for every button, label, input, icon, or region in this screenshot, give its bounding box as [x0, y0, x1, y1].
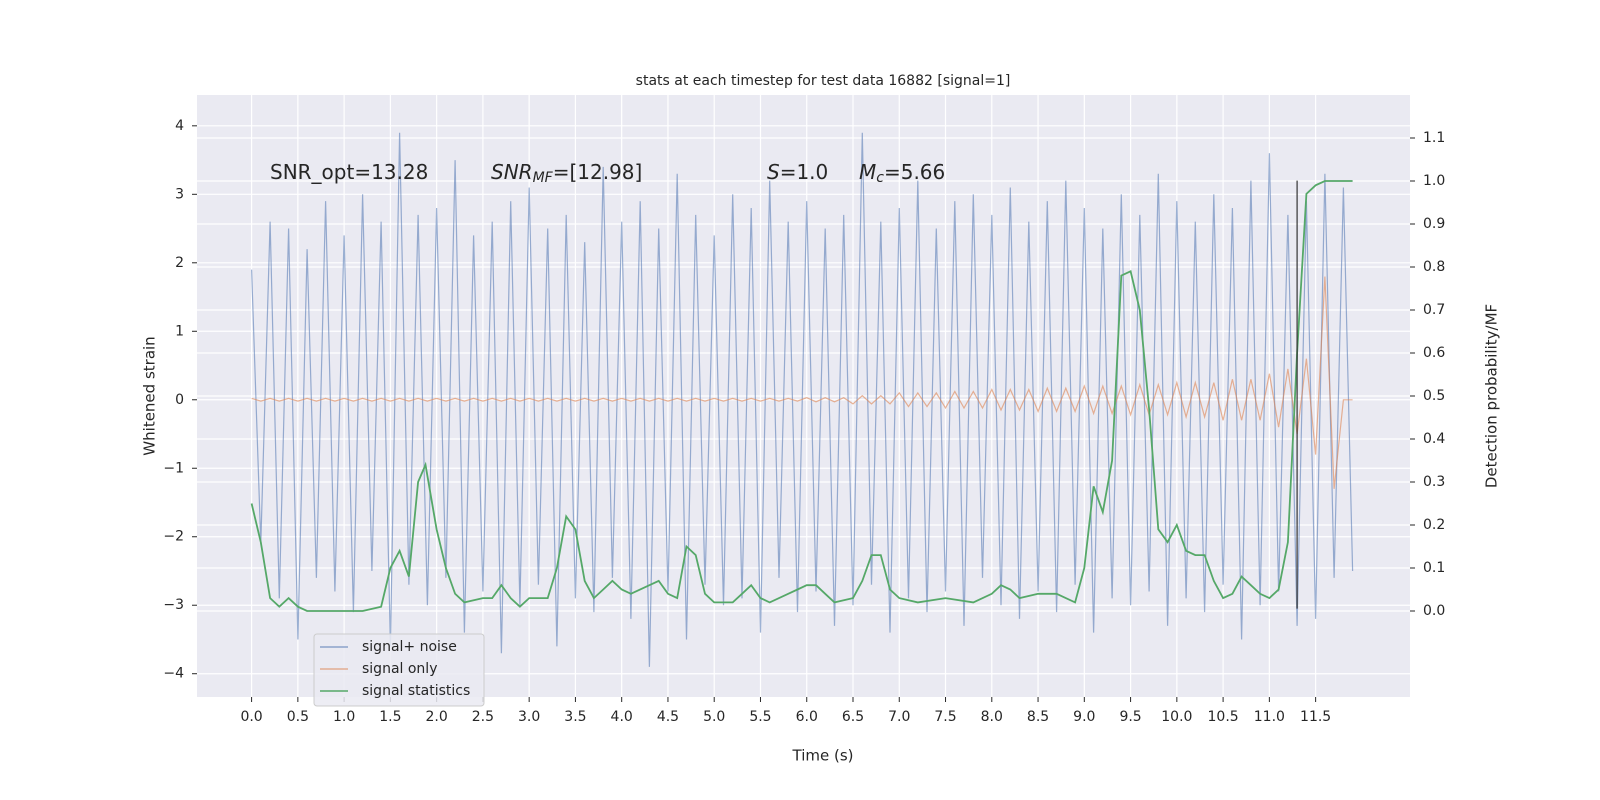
y2-tick-label: 0.3: [1423, 474, 1445, 490]
annotation: Mc=5.66: [859, 160, 945, 187]
y2-tick-label: 0.0: [1423, 603, 1445, 619]
annotation-part: =5.66: [884, 160, 945, 184]
x-tick-label: 0.0: [240, 709, 262, 725]
x-tick-label: 6.5: [842, 709, 864, 725]
x-tick-label: 8.0: [981, 709, 1003, 725]
annotation-part: c: [876, 170, 884, 186]
annotation: S=1.0: [767, 160, 828, 184]
legend-label: signal only: [362, 661, 437, 677]
x-tick-label: 5.0: [703, 709, 725, 725]
y-tick-label: 4: [175, 118, 184, 134]
annotation-part: S: [767, 160, 780, 184]
y-tick-label: −1: [163, 460, 184, 476]
legend-label: signal statistics: [362, 683, 470, 699]
annotation-part: SNR: [491, 160, 533, 184]
y-tick-label: −4: [163, 666, 184, 682]
y2-tick-label: 0.6: [1423, 345, 1445, 361]
x-tick-label: 7.0: [888, 709, 910, 725]
annotation-part: =1.0: [780, 160, 829, 184]
y2-tick-label: 0.9: [1423, 216, 1445, 232]
y2-axis-label: Detection probability/MF: [1483, 304, 1501, 488]
legend-label: signal+ noise: [362, 639, 457, 655]
x-tick-label: 11.0: [1254, 709, 1285, 725]
series-line: [250, 180, 1353, 612]
y-tick-label: −3: [163, 597, 184, 613]
annotation-part: MF: [533, 170, 554, 186]
y2-tick-label: 0.8: [1423, 259, 1445, 275]
chart-title: stats at each timestep for test data 168…: [636, 73, 1011, 89]
x-tick-label: 0.5: [287, 709, 309, 725]
x-tick-label: 9.0: [1073, 709, 1095, 725]
x-tick-label: 7.5: [934, 709, 956, 725]
x-tick-label: 1.0: [333, 709, 355, 725]
plot-data: [250, 132, 1354, 667]
annotation: SNR_opt=13.28: [270, 160, 428, 184]
y2-tick-label: 0.1: [1423, 560, 1445, 576]
y-tick-label: −2: [163, 529, 184, 545]
x-tick-label: 11.5: [1300, 709, 1331, 725]
x-tick-label: 5.5: [749, 709, 771, 725]
x-tick-label: 2.5: [472, 709, 494, 725]
y2-tick-label: 1.1: [1423, 130, 1445, 146]
y2-tick-label: 1.0: [1423, 173, 1445, 189]
y-axis-label: Whitened strain: [141, 336, 159, 455]
annotation-part: M: [859, 160, 876, 184]
x-tick-label: 4.5: [657, 709, 679, 725]
x-tick-label: 6.0: [796, 709, 818, 725]
legend-box: [313, 633, 485, 707]
annotation-part: =[12.98]: [553, 160, 643, 184]
y2-tick-label: 0.5: [1423, 388, 1445, 404]
series-line: [251, 276, 1353, 489]
x-tick-label: 3.5: [564, 709, 586, 725]
x-tick-label: 2.0: [426, 709, 448, 725]
y2-tick-label: 0.2: [1423, 517, 1445, 533]
y-tick-label: 2: [175, 255, 184, 271]
y-tick-label: 0: [175, 392, 184, 408]
x-tick-label: 10.0: [1161, 709, 1192, 725]
x-tick-label: 10.5: [1208, 709, 1239, 725]
x-tick-label: 1.5: [379, 709, 401, 725]
y-tick-label: 1: [175, 323, 184, 339]
x-tick-label: 9.5: [1119, 709, 1141, 725]
y2-tick-label: 0.7: [1423, 302, 1445, 318]
x-tick-label: 4.0: [611, 709, 633, 725]
x-axis-label: Time (s): [792, 747, 854, 765]
annotation: SNRMF=[12.98]: [491, 160, 642, 187]
annotation-part: SNR_opt=13.28: [270, 160, 428, 184]
y-tick-label: 3: [175, 186, 184, 202]
x-tick-label: 3.0: [518, 709, 540, 725]
y2-tick-label: 0.4: [1423, 431, 1445, 447]
series-line: [251, 132, 1354, 667]
x-tick-label: 8.5: [1027, 709, 1049, 725]
